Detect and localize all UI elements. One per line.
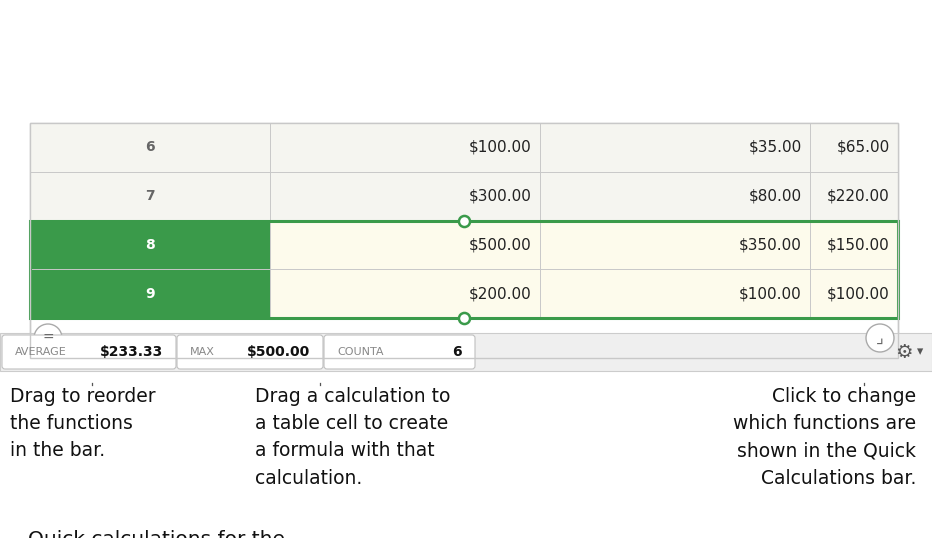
FancyBboxPatch shape — [30, 269, 270, 318]
Text: 9: 9 — [145, 287, 155, 301]
Text: $100.00: $100.00 — [828, 286, 890, 301]
Text: AVERAGE: AVERAGE — [15, 347, 67, 357]
Text: $500.00: $500.00 — [469, 237, 532, 252]
Text: Click to change
which functions are
shown in the Quick
Calculations bar.: Click to change which functions are show… — [733, 387, 916, 488]
Text: $150.00: $150.00 — [828, 237, 890, 252]
FancyBboxPatch shape — [30, 221, 270, 269]
Text: $80.00: $80.00 — [749, 189, 802, 203]
Text: 6: 6 — [452, 345, 462, 359]
Text: =: = — [42, 331, 54, 345]
FancyBboxPatch shape — [2, 335, 176, 369]
Text: $65.00: $65.00 — [837, 140, 890, 155]
FancyBboxPatch shape — [30, 123, 898, 172]
Text: $350.00: $350.00 — [739, 237, 802, 252]
Text: Drag to reorder
the functions
in the bar.: Drag to reorder the functions in the bar… — [10, 387, 156, 461]
Text: ⌟: ⌟ — [876, 329, 884, 347]
Text: $220.00: $220.00 — [828, 189, 890, 203]
Text: MAX: MAX — [190, 347, 215, 357]
Text: $200.00: $200.00 — [469, 286, 532, 301]
Text: 8: 8 — [145, 238, 155, 252]
Text: 7: 7 — [145, 189, 155, 203]
Text: $35.00: $35.00 — [748, 140, 802, 155]
Text: Quick calculations for the
selected cells appear at
the bottom of the window.: Quick calculations for the selected cell… — [28, 530, 294, 538]
Text: $300.00: $300.00 — [469, 189, 532, 203]
Text: Drag a calculation to
a table cell to create
a formula with that
calculation.: Drag a calculation to a table cell to cr… — [255, 387, 450, 488]
Text: ⚙: ⚙ — [896, 343, 912, 362]
Text: $500.00: $500.00 — [247, 345, 310, 359]
Text: ▾: ▾ — [917, 345, 923, 358]
FancyBboxPatch shape — [177, 335, 323, 369]
FancyBboxPatch shape — [324, 335, 475, 369]
Text: $100.00: $100.00 — [469, 140, 532, 155]
FancyBboxPatch shape — [30, 221, 898, 269]
Circle shape — [34, 324, 62, 352]
FancyBboxPatch shape — [30, 269, 898, 318]
FancyBboxPatch shape — [30, 172, 898, 221]
Circle shape — [866, 324, 894, 352]
Text: $100.00: $100.00 — [739, 286, 802, 301]
Text: $233.33: $233.33 — [100, 345, 163, 359]
FancyBboxPatch shape — [0, 333, 932, 371]
Text: COUNTA: COUNTA — [337, 347, 383, 357]
Text: 6: 6 — [145, 140, 155, 154]
FancyBboxPatch shape — [30, 123, 898, 358]
